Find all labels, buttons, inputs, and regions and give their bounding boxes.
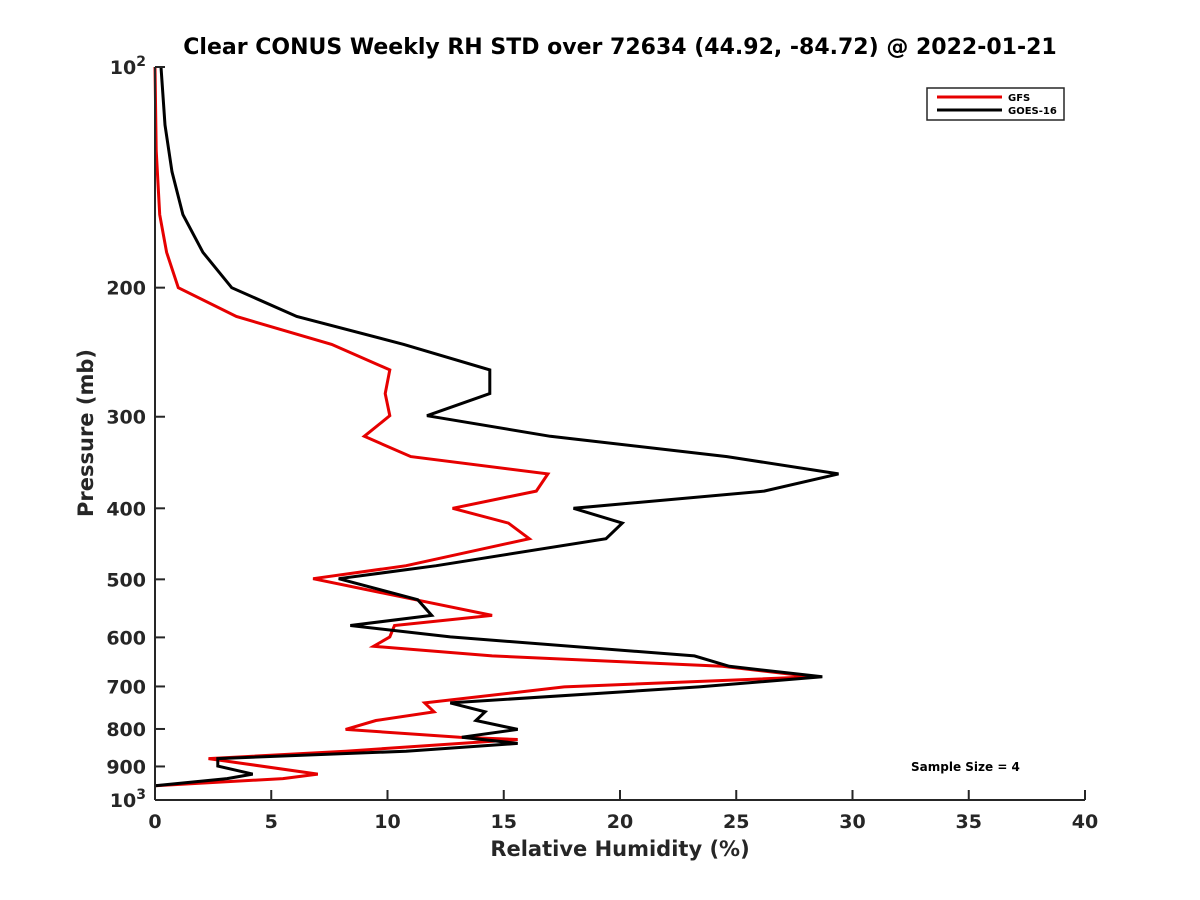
y-tick-label: 600 [106,627,146,649]
legend-box [926,87,1065,121]
x-tick-label: 15 [491,811,517,833]
legend-label-goes16: GOES-16 [1008,106,1057,117]
x-tick-label: 0 [148,811,161,833]
y-tick-label: 200 [106,278,146,300]
x-tick-label: 25 [723,811,749,833]
x-ticks: 0 5 10 15 20 25 30 35 40 [148,790,1098,833]
chart-title: Clear CONUS Weekly RH STD over 72634 (44… [183,35,1056,60]
y-tick-label: 700 [106,676,146,698]
legend-label-gfs: GFS [1008,93,1030,104]
plot-lines [153,66,839,788]
y-tick-label: 103 [110,787,146,812]
axes [154,67,1085,801]
x-axis-label: Relative Humidity (%) [490,837,749,861]
x-tick-label: 5 [265,811,278,833]
x-tick-label: 35 [956,811,982,833]
y-tick-label: 900 [106,756,146,778]
series-line-goes16 [154,66,839,788]
x-tick-label: 30 [839,811,865,833]
y-tick-label: 400 [106,498,146,520]
x-tick-label: 20 [607,811,633,833]
y-ticks: 102 200 300 400 500 600 700 800 900 103 [106,54,165,812]
x-tick-label: 10 [374,811,400,833]
y-tick-label: 500 [106,569,146,591]
legend: GFS GOES-16 [926,87,1065,121]
y-tick-label: 300 [106,407,146,429]
sample-size-annotation: Sample Size = 4 [911,760,1020,774]
y-tick-label: 102 [110,54,146,79]
y-axis-label: Pressure (mb) [74,349,98,517]
x-tick-label: 40 [1072,811,1098,833]
y-tick-label: 800 [106,719,146,741]
